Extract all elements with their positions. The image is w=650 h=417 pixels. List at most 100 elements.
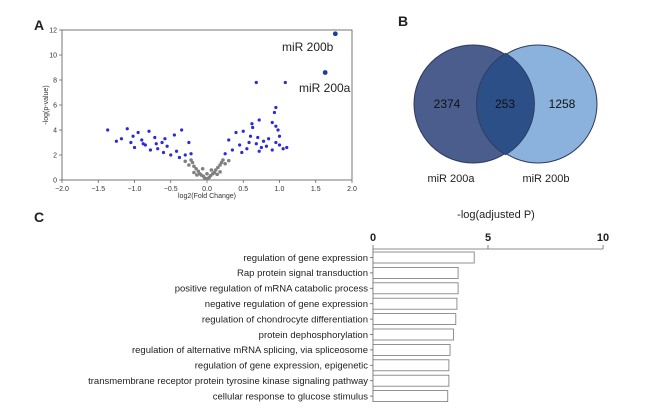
volcano-plot: −2.0 −1.5 −1.0 −0.5 0.0 0.5 1.0 1.5 2.0 0 2 4 6 8 10 1… bbox=[43, 28, 357, 201]
volcano-point-significant bbox=[250, 122, 254, 126]
volcano-x-tick-label: 2.0 bbox=[347, 186, 357, 193]
volcano-point-significant bbox=[257, 118, 261, 122]
go-term-label: protein dephosphorylation bbox=[259, 330, 368, 341]
volcano-x-tick-label: 1.5 bbox=[311, 186, 321, 193]
volcano-point-significant bbox=[274, 124, 278, 128]
volcano-x-tick-label: −1.5 bbox=[91, 186, 105, 193]
volcano-x-tick-label: −2.0 bbox=[55, 186, 69, 193]
volcano-point-significant bbox=[161, 150, 166, 155]
volcano-point-significant bbox=[223, 152, 227, 156]
go-bar bbox=[372, 343, 451, 356]
volcano-point-significant bbox=[230, 148, 234, 152]
volcano-point-significant bbox=[251, 125, 255, 130]
volcano-x-tick-label: 0.0 bbox=[202, 186, 212, 193]
venn-count-overlap: 253 bbox=[495, 97, 515, 111]
volcano-point-nonsignificant bbox=[200, 166, 205, 171]
volcano-point-highlight bbox=[322, 70, 328, 75]
volcano-point-nonsignificant bbox=[215, 172, 219, 177]
go-bar bbox=[372, 328, 454, 341]
volcano-point-significant bbox=[131, 134, 135, 138]
volcano-point-nonsignificant bbox=[218, 170, 222, 174]
volcano-point-nonsignificant bbox=[187, 163, 191, 167]
volcano-point-significant bbox=[129, 140, 133, 145]
volcano-point-significant bbox=[240, 150, 244, 155]
volcano-point-significant bbox=[180, 128, 184, 132]
volcano-x-ticks: −2.0 −1.5 −1.0 −0.5 0.0 0.5 1.0 1.5 2.0 bbox=[55, 180, 357, 193]
volcano-point-significant bbox=[234, 130, 238, 135]
go-term-label: positive regulation of mRNA catabolic pr… bbox=[175, 284, 369, 295]
go-term-label: regulation of gene expression bbox=[243, 253, 368, 264]
go-bar bbox=[372, 282, 459, 295]
volcano-point-significant bbox=[254, 80, 258, 85]
volcano-point-nonsignificant bbox=[183, 159, 188, 164]
volcano-x-tick-label: 0.5 bbox=[238, 186, 248, 193]
volcano-point-nonsignificant bbox=[209, 168, 214, 172]
volcano-point-significant bbox=[261, 139, 266, 143]
volcano-point-significant bbox=[148, 148, 153, 152]
volcano-point-nonsignificant bbox=[205, 171, 209, 176]
volcano-point-significant bbox=[141, 142, 145, 146]
go-bar bbox=[372, 266, 459, 279]
volcano-point-significant bbox=[277, 134, 282, 138]
volcano-point-significant bbox=[256, 135, 260, 140]
volcano-point-significant bbox=[183, 153, 187, 157]
volcano-point-nonsignificant bbox=[216, 165, 220, 170]
venn-set-label-mir-200b: miR 200b bbox=[522, 173, 569, 185]
volcano-point-nonsignificant bbox=[192, 170, 196, 175]
venn-diagram: 2374 253 1258 miR 200a miR 200b bbox=[413, 44, 598, 185]
volcano-y-tick-label: 0 bbox=[53, 178, 57, 185]
volcano-y-tick-label: 4 bbox=[53, 128, 57, 135]
volcano-point-significant bbox=[285, 145, 289, 150]
bar-x-tick-label: 5 bbox=[485, 232, 491, 244]
volcano-point-significant bbox=[272, 110, 277, 115]
volcano-point-significant bbox=[114, 139, 118, 143]
volcano-point-nonsignificant bbox=[194, 166, 198, 171]
volcano-point-significant bbox=[259, 145, 263, 150]
volcano-x-axis-label: log2(Fold Change) bbox=[178, 193, 236, 200]
go-bar-chart: -log(adjusted P) 0 5 10 regulation of gene… bbox=[88, 209, 609, 402]
go-term-label: cellular response to glucose stimulus bbox=[213, 391, 368, 402]
volcano-point-nonsignificant bbox=[192, 164, 196, 169]
volcano-x-tick-label: −0.5 bbox=[164, 186, 178, 193]
volcano-point-significant bbox=[254, 142, 258, 146]
bar-x-tick-label: 0 bbox=[370, 232, 376, 244]
volcano-point-significant bbox=[227, 138, 231, 142]
go-term-label: regulation of chondrocyte differentiatio… bbox=[202, 314, 368, 325]
volcano-point-significant bbox=[132, 145, 137, 150]
volcano-point-significant bbox=[165, 144, 169, 148]
volcano-point-significant bbox=[147, 129, 151, 133]
volcano-point-significant bbox=[119, 137, 124, 141]
volcano-point-significant bbox=[140, 138, 144, 142]
volcano-point-significant bbox=[274, 105, 278, 110]
volcano-point-significant bbox=[276, 128, 280, 132]
volcano-point-significant bbox=[248, 134, 253, 138]
volcano-point-significant bbox=[187, 140, 191, 145]
volcano-point-significant bbox=[267, 137, 271, 141]
panel-letter-b: B bbox=[398, 13, 408, 29]
go-bar bbox=[372, 313, 457, 326]
annotation-mir-200a: miR 200a bbox=[299, 81, 351, 95]
volcano-y-ticks: 0 2 4 6 8 10 12 bbox=[49, 28, 62, 185]
volcano-point-significant bbox=[106, 128, 110, 132]
panel-letter-a: A bbox=[34, 17, 44, 33]
volcano-point-significant bbox=[257, 149, 261, 153]
volcano-x-tick-label: 1.0 bbox=[275, 186, 285, 193]
venn-count-only-mir-200a: 2374 bbox=[434, 97, 461, 111]
volcano-point-significant bbox=[169, 153, 173, 157]
volcano-point-nonsignificant bbox=[223, 161, 227, 166]
volcano-point-significant bbox=[241, 129, 245, 133]
volcano-point-significant bbox=[136, 130, 140, 135]
go-bar bbox=[372, 297, 458, 310]
volcano-point-significant bbox=[245, 147, 249, 151]
volcano-point-significant bbox=[156, 147, 160, 151]
go-bar bbox=[372, 390, 449, 403]
go-term-label: regulation of gene expression, epigeneti… bbox=[195, 361, 368, 372]
volcano-point-significant bbox=[160, 140, 164, 145]
volcano-point-significant bbox=[177, 155, 182, 160]
go-term-label: Rap protein signal transduction bbox=[237, 268, 368, 279]
go-term-label: transmembrane receptor protein tyrosine … bbox=[88, 376, 368, 387]
volcano-point-nonsignificant bbox=[195, 173, 199, 177]
volcano-point-significant bbox=[247, 140, 251, 145]
volcano-point-significant bbox=[189, 152, 193, 156]
bar-x-ticks: 0 5 10 bbox=[370, 232, 609, 249]
